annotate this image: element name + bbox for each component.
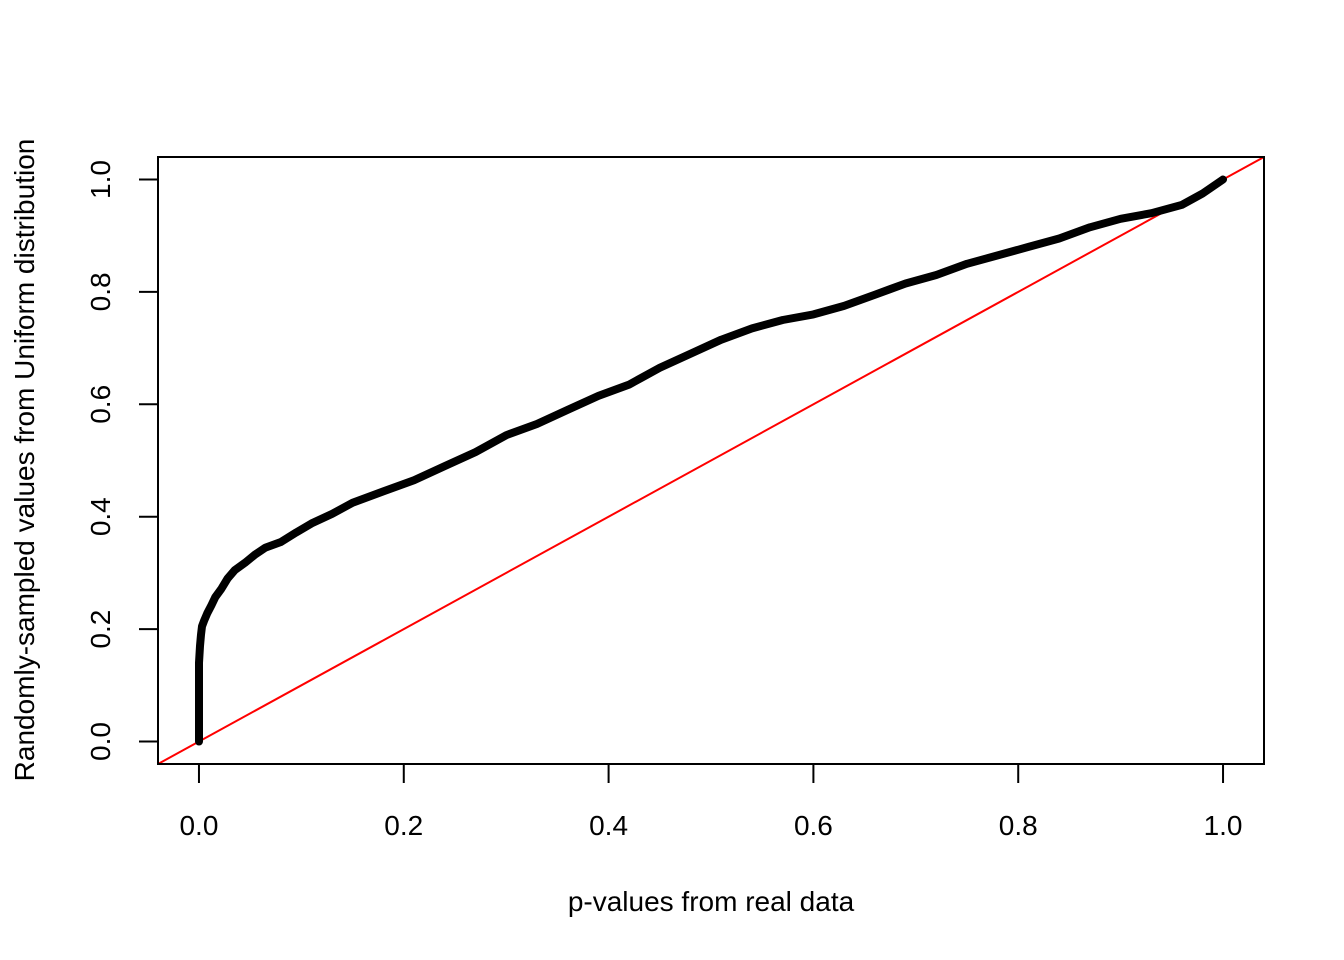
x-tick-label: 0.8 [999,810,1038,841]
data-point [195,676,203,684]
data-point [203,609,211,617]
data-point [196,642,204,650]
data-point [779,316,787,324]
data-point [717,336,725,344]
data-point [871,291,879,299]
data-point [441,462,449,470]
x-tick-label: 1.0 [1204,810,1243,841]
data-point [195,709,203,717]
data-point [1147,209,1155,217]
data-point [195,738,203,745]
x-tick-label: 0.0 [179,810,218,841]
x-tick-label: 0.2 [384,810,423,841]
data-series-layer [195,175,1227,746]
x-axis: 0.0 0.2 0.4 0.6 0.8 1.0 [179,763,1243,841]
data-point [207,602,215,609]
y-axis-label: Randomly-sampled values from Uniform dis… [9,139,40,782]
data-point [195,726,203,734]
y-tick-label: 0.8 [85,272,116,311]
data-point [211,593,219,601]
data-point [410,476,418,484]
data-point [472,448,479,456]
data-point [328,510,336,518]
data-point [308,519,316,527]
data-point [231,566,239,574]
data-point [1199,190,1207,197]
data-point [1178,201,1186,209]
data-point [349,499,357,507]
x-axis-label: p-values from real data [568,886,855,917]
data-point [994,251,1002,259]
data-point [594,392,602,400]
x-tick-label: 0.6 [794,810,833,841]
data-point [1117,215,1125,223]
y-tick-label: 0.6 [85,385,116,424]
identity-reference-line-layer [157,156,1265,765]
data-point [963,260,971,268]
data-point [1025,243,1032,251]
data-point [533,420,541,428]
data-point [262,544,269,552]
data-point [625,381,633,389]
data-point [564,406,572,414]
data-point [902,280,910,287]
data-point [198,622,206,630]
data-point [195,659,203,667]
x-tick-label: 0.4 [589,810,628,841]
data-point [1055,235,1063,242]
y-tick-label: 0.4 [85,497,116,536]
data-point [502,431,510,439]
data-point [840,302,848,310]
identity-reference-line [157,156,1265,765]
y-tick-label: 0.2 [85,610,116,649]
data-point [1219,176,1227,183]
data-point [200,617,208,625]
data-point [195,693,203,701]
y-tick-label: 1.0 [85,160,116,199]
data-point [656,364,664,372]
data-point [748,324,756,332]
data-point [218,585,225,593]
data-point [1086,223,1094,231]
data-point [932,271,940,279]
data-point [277,538,285,546]
y-axis: 0.0 0.2 0.4 0.6 0.8 1.0 [85,160,159,761]
data-point [292,528,300,536]
data-point [809,310,817,318]
data-point [197,631,205,639]
data-point [224,575,232,582]
data-point [379,487,387,495]
data-point [687,350,694,358]
data-point [251,550,259,558]
y-tick-label: 0.0 [85,722,116,761]
data-point [241,559,249,567]
